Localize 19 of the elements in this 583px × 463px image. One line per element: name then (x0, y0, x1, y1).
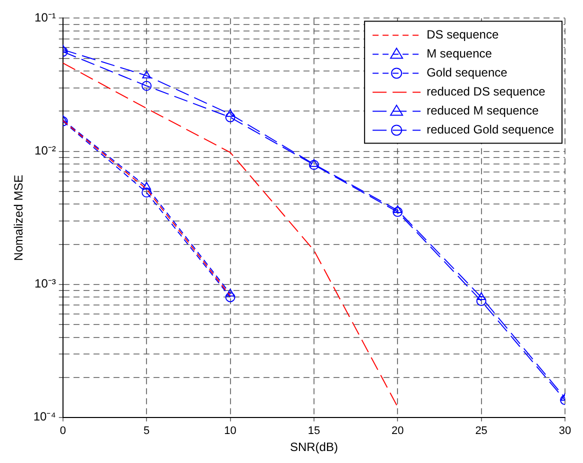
legend-label: DS sequence (426, 28, 499, 42)
x-axis-title: SNR(dB) (290, 440, 338, 454)
x-tick-label: 30 (558, 425, 572, 438)
y-tick-label: 10⁻³ (34, 276, 56, 291)
legend-label: reduced DS sequence (426, 84, 546, 99)
x-tick-label: 5 (144, 425, 150, 438)
legend-label: reduced M sequence (426, 104, 539, 118)
y-tick-label: 10⁻⁴ (33, 410, 56, 424)
y-tick-label: 10⁻² (34, 144, 56, 158)
y-axis-title: Nomalized MSE (12, 174, 26, 261)
legend-label: M sequence (426, 46, 492, 61)
legend-label: reduced Gold sequence (426, 122, 554, 137)
x-tick-label: 15 (308, 425, 320, 438)
x-tick-label: 20 (392, 425, 404, 438)
x-tick-label: 10 (224, 425, 236, 438)
x-tick-label: 0 (60, 425, 66, 438)
y-tick-label: 10⁻¹ (34, 10, 56, 25)
x-tick-label: 25 (475, 425, 488, 438)
legend-label: Gold sequence (426, 66, 508, 80)
